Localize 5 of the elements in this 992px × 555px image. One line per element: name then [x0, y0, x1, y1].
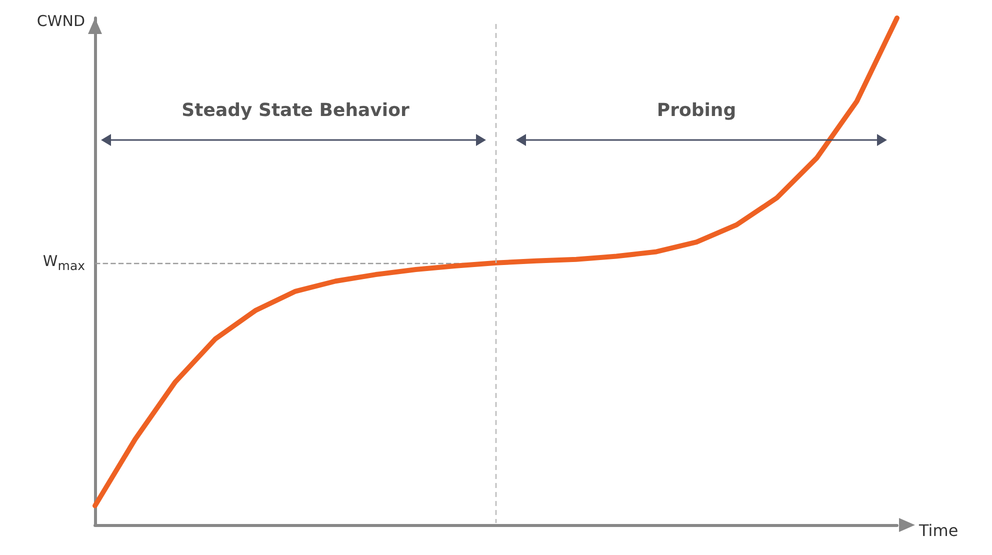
ref-line-label: W$_{max}$ [42, 252, 85, 273]
annotation: Probing [656, 100, 736, 121]
y-axis-title: CWND [36, 12, 85, 30]
annotation: Steady State Behavior [182, 100, 410, 121]
x-axis-title: Time [919, 521, 958, 540]
